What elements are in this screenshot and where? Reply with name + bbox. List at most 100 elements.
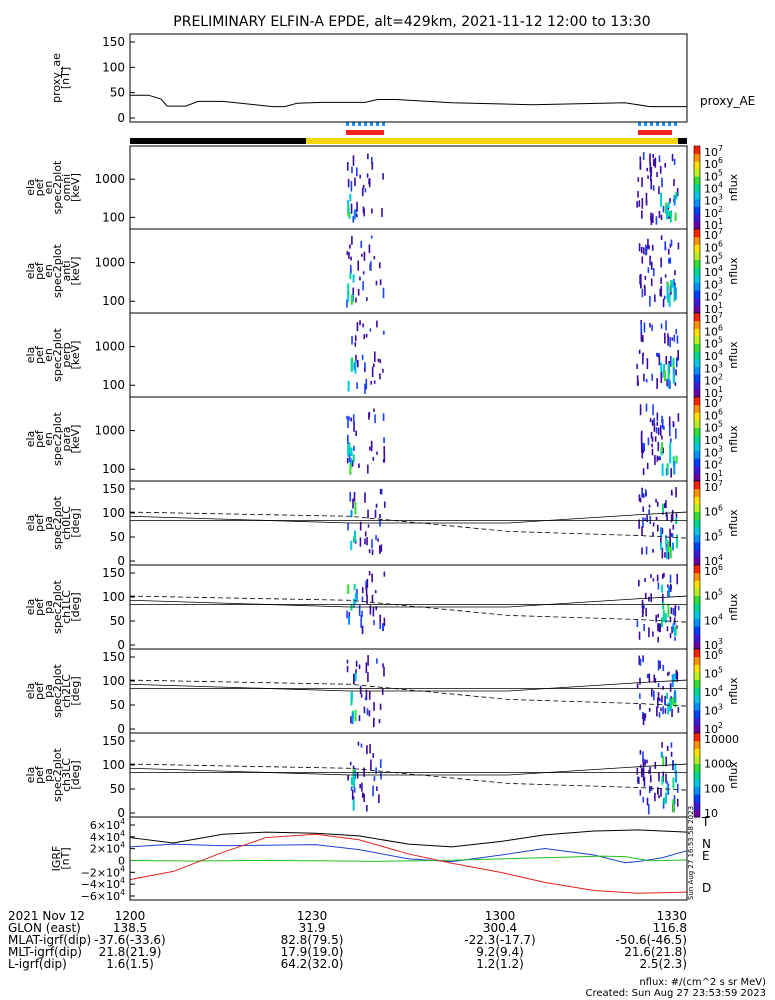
tick-base: 100 — [102, 210, 125, 224]
spectrogram-pixel — [671, 708, 673, 718]
tick-exponent: 5 — [718, 420, 723, 429]
y-tick-label: 0 — [117, 554, 125, 568]
colorbar-tick-label: 10000 — [704, 733, 739, 746]
spectrogram-pixel — [350, 203, 353, 214]
science-zone-mark — [346, 130, 384, 135]
spectrogram-pixel — [364, 362, 366, 370]
spectrogram-pixel — [643, 284, 646, 288]
footer-row-label: MLAT-igrf(dip) — [8, 933, 91, 947]
tick-base: 10 — [704, 278, 718, 291]
spectrogram-pixel — [359, 174, 361, 179]
colorbar-swatch — [694, 290, 700, 299]
spectrogram-pixel — [348, 442, 351, 455]
colorbar-swatch — [694, 496, 700, 505]
spectrogram-pixel — [655, 498, 657, 503]
spectrogram-pixel — [636, 683, 639, 689]
colorbar-tick-label: 100 — [704, 782, 725, 795]
spectrogram-pixel — [642, 770, 645, 782]
spectrogram-pixel — [359, 276, 361, 281]
spectrogram-pixel — [361, 792, 364, 798]
colorbar-swatch — [694, 733, 700, 742]
spectrogram-pixel — [664, 274, 667, 278]
y-tick-label: 0 — [118, 855, 125, 868]
spectrogram-pixel — [369, 605, 372, 615]
spectrogram-pixel — [373, 351, 376, 363]
spectrogram-pixel — [379, 279, 382, 286]
spectrogram-pixel — [669, 537, 672, 548]
spin-mark — [370, 122, 373, 126]
spectrogram-pixel — [659, 424, 662, 436]
panel-ylabel: [keV] — [69, 425, 82, 454]
tick-exponent: 5 — [718, 528, 723, 537]
spectrogram-pixel — [648, 673, 651, 683]
spectrogram-pixel — [379, 623, 381, 629]
spectrogram-pixel — [664, 241, 667, 251]
spectrogram-pixel — [666, 626, 669, 632]
spectrogram-pixel — [346, 415, 348, 420]
spectrogram-pixel — [648, 504, 651, 508]
colorbar-swatch — [694, 267, 700, 276]
spectrogram-pixel — [660, 277, 662, 284]
tick-exponent: 4 — [718, 264, 723, 273]
spectrogram-pixel — [657, 682, 660, 688]
panel-ylabel: perp — [60, 342, 73, 367]
spectrogram-pixel — [676, 625, 678, 629]
colorbar-swatch — [694, 778, 700, 787]
spectrogram-pixel — [361, 354, 364, 360]
spectrogram-pixel — [365, 584, 368, 596]
tick-base: 100 — [102, 462, 125, 476]
night-segment — [130, 138, 306, 144]
spectrogram-pixel — [367, 509, 369, 519]
spectrogram-pixel — [672, 358, 675, 366]
footer-row-label: L-igrf(dip) — [8, 957, 67, 971]
colorbar-swatch — [694, 351, 700, 360]
side-stamp: Sun Aug 27 16:53:58 2023 — [687, 806, 695, 900]
spectrogram-pixel — [346, 610, 348, 619]
panel-ylabel: ela — [24, 767, 37, 784]
spectrogram-pixel — [639, 677, 641, 685]
panel-ylabel: ela — [24, 515, 37, 532]
spectrogram-pixel — [643, 247, 645, 255]
colorbar-swatch — [694, 389, 700, 398]
spectrogram-pixel — [669, 211, 672, 223]
spectrogram-pixel — [644, 578, 646, 583]
colorbar-tick-label: 1000 — [704, 758, 732, 771]
spectrogram-pixel — [661, 503, 664, 513]
anti-loss-cone-line — [129, 511, 688, 539]
spectrogram-pixel — [670, 533, 673, 537]
colorbar-swatch — [694, 198, 700, 207]
colorbar-swatch — [694, 679, 700, 688]
spectrogram-pixel — [659, 623, 661, 633]
spectrogram-pixel — [355, 297, 357, 303]
spectrogram-pixel — [672, 623, 675, 632]
anti-loss-cone-line — [129, 679, 688, 707]
colorbar-swatch — [694, 274, 700, 283]
tick-base: 10 — [704, 686, 718, 699]
spectrogram-pixel — [665, 541, 668, 551]
panel-ylabel: pef — [33, 429, 46, 448]
spectrogram-pixel — [665, 756, 668, 767]
colorbar-swatch — [694, 473, 700, 482]
colorbar-swatch — [694, 610, 700, 619]
spectrogram-pixel — [362, 271, 365, 275]
spectrogram-pixel — [654, 157, 657, 168]
spectrogram-pixel — [669, 616, 672, 623]
spectrogram-pixel — [348, 251, 350, 259]
colorbar-swatch — [694, 282, 700, 291]
spectrogram-pixel — [362, 184, 365, 189]
y-tick-label: 150 — [102, 35, 125, 49]
spectrogram-pixel — [368, 571, 371, 576]
spectrogram-pixel — [356, 167, 358, 177]
spectrogram-pixel — [360, 743, 363, 748]
tick-exponent: 6 — [718, 323, 723, 332]
spectrogram-pixel — [352, 799, 355, 811]
spectrogram-pixel — [359, 685, 362, 695]
colorbar-swatch — [694, 603, 700, 612]
colorbar-tick-label: 102 — [704, 721, 723, 736]
panel-ylabel: ela — [24, 263, 37, 280]
spectrogram-pixel — [349, 491, 352, 502]
colorbar-tick-label: 105 — [704, 420, 723, 435]
